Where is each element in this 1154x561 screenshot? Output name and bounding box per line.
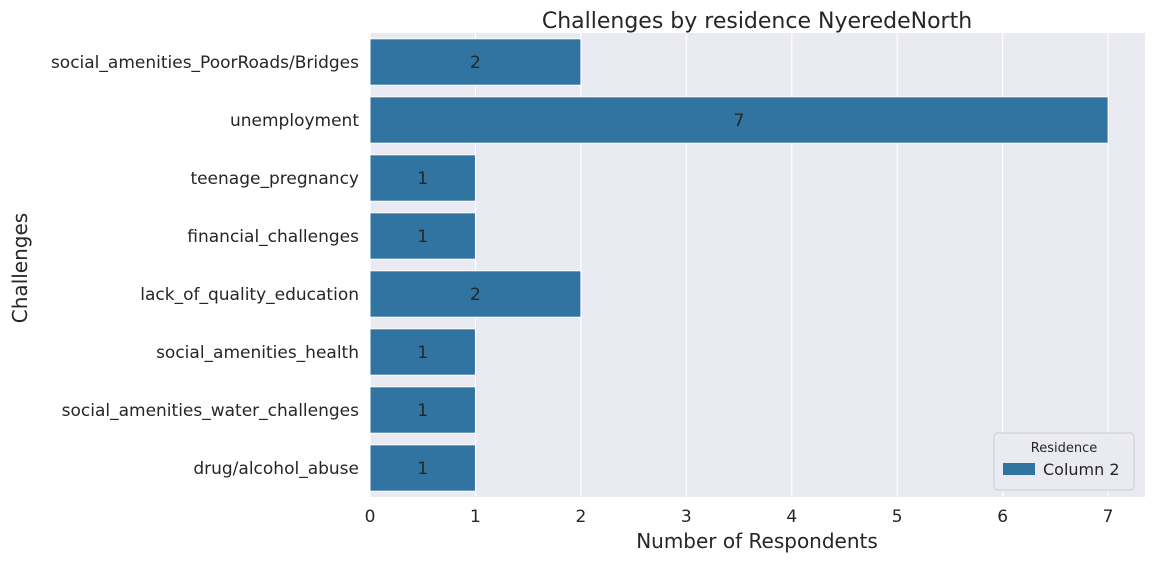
bar-value-label: 2 [470,285,481,305]
bar-value-label: 1 [417,459,428,479]
x-tick-labels: 0 1 2 3 4 5 6 7 [365,507,1114,527]
y-tick-label: social_amenities_PoorRoads/Bridges [51,53,359,73]
bar [369,154,476,202]
x-axis-title: Number of Respondents [636,529,878,553]
y-tick-label: drug/alcohol_abuse [193,459,359,479]
x-tick-label: 0 [365,507,376,527]
y-tick-label: financial_challenges [187,227,359,247]
legend-swatch [1003,463,1035,475]
bar [369,38,582,86]
y-tick-label: social_amenities_water_challenges [62,401,360,421]
bar [369,96,1109,144]
bar-value-label: 1 [417,169,428,189]
bar-value-label: 1 [417,343,428,363]
x-tick-label: 4 [786,507,797,527]
x-tick-label: 2 [575,507,586,527]
y-tick-label: social_amenities_health [156,343,359,363]
bar [369,386,476,434]
bar [369,328,476,376]
legend-title: Residence [1031,441,1097,456]
x-tick-label: 1 [470,507,481,527]
y-tick-label: unemployment [230,111,359,131]
y-tick-label: lack_of_quality_education [140,285,359,305]
bar-value-labels: 2 7 1 1 2 1 1 1 [417,53,744,479]
x-tick-label: 7 [1103,507,1114,527]
bar-value-label: 2 [470,53,481,73]
legend-box [993,432,1135,491]
bars [369,38,1109,492]
bar [369,212,476,260]
x-tick-label: 3 [681,507,692,527]
chart-title: Challenges by residence NyeredeNorth [542,9,972,34]
y-tick-labels: social_amenities_PoorRoads/Bridgesunempl… [51,53,359,479]
x-tick-label: 5 [892,507,903,527]
y-axis-title: Challenges [8,213,32,323]
y-tick-label: teenage_pregnancy [190,169,359,189]
bar [369,270,582,318]
legend-entry-label: Column 2 [1043,460,1120,479]
bar-value-label: 7 [734,111,745,131]
legend: Residence Column 2 [993,432,1135,491]
bar-value-label: 1 [417,401,428,421]
bar-value-label: 1 [417,227,428,247]
bar [369,444,476,492]
x-tick-label: 6 [997,507,1008,527]
